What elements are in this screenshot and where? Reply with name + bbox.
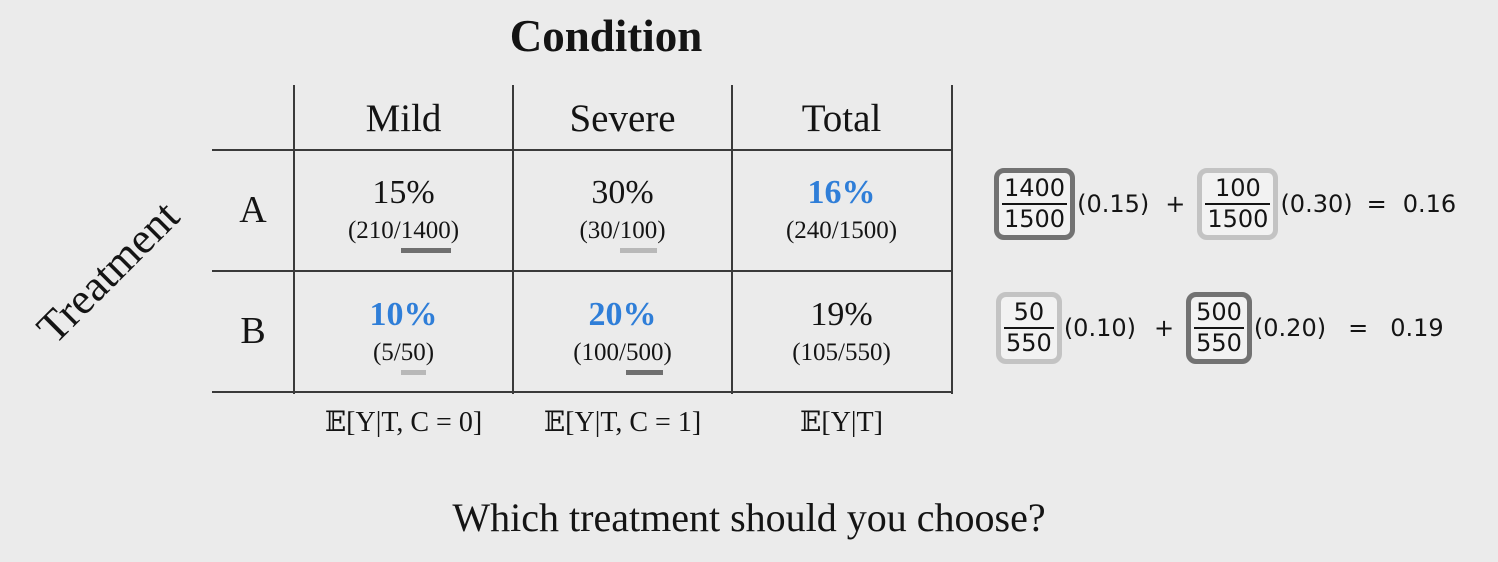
- cell-percent-highlight: 16%: [807, 174, 876, 211]
- cell-numerator: 5: [381, 339, 394, 366]
- cell-denominator: 50: [400, 339, 426, 375]
- equation-equals: =: [1348, 314, 1369, 342]
- fraction-denominator: 550: [1006, 329, 1052, 357]
- expectation-mild: 𝔼[Y|T, C = 0]: [324, 407, 483, 438]
- cell-a-mild: 15% (210/1400): [294, 174, 513, 253]
- fraction-denominator: 1500: [1207, 205, 1269, 233]
- equation-plus: +: [1165, 190, 1186, 218]
- equation-b: 50 550 (0.10) + 500 550 (0.20) = 0.19: [996, 292, 1444, 364]
- cell-percent-highlight: 10%: [369, 296, 438, 333]
- equation-result: 0.16: [1402, 190, 1457, 218]
- column-header-total: Total: [801, 97, 882, 140]
- cell-b-total: 19% (105/550): [732, 296, 951, 368]
- equation-multiplier: (0.20): [1253, 314, 1327, 342]
- fraction-denominator: 550: [1196, 329, 1242, 357]
- table-hline-2: [212, 270, 953, 272]
- cell-count: (30/100): [579, 217, 666, 253]
- cell-numerator: 100: [581, 339, 620, 366]
- cell-count: (240/1500): [785, 217, 898, 244]
- cell-count: (100/500): [573, 339, 672, 375]
- cell-percent: 15%: [372, 174, 435, 211]
- fraction-bar: [1205, 203, 1271, 205]
- table-vline-2: [512, 85, 514, 394]
- fraction-numerator: 100: [1214, 174, 1261, 202]
- cell-count: (210/1400): [347, 217, 460, 253]
- column-header-severe: Severe: [569, 97, 676, 140]
- cell-numerator: 210: [356, 217, 394, 244]
- fraction-bar: [1002, 203, 1068, 205]
- cell-percent: 19%: [810, 296, 873, 333]
- cell-count: (105/550): [792, 339, 891, 366]
- equation-multiplier: (0.10): [1063, 314, 1136, 342]
- cell-b-severe: 20% (100/500): [513, 296, 732, 375]
- table-vline-3: [731, 85, 733, 394]
- expectation-severe: 𝔼[Y|T, C = 1]: [543, 407, 702, 438]
- fraction-numerator: 1400: [1004, 174, 1066, 202]
- row-label-b: B: [240, 310, 266, 352]
- cell-b-mild: 10% (5/50): [294, 296, 513, 375]
- cell-a-total: 16% (240/1500): [732, 174, 951, 246]
- cell-count: (5/50): [372, 339, 435, 375]
- fraction-box-severe-a: 100 1500: [1197, 168, 1279, 240]
- table-vline-4: [951, 85, 953, 394]
- cell-percent: 30%: [591, 174, 654, 211]
- fraction-numerator: 50: [1013, 298, 1045, 326]
- table-hline-1: [212, 149, 953, 151]
- cell-denominator: 500: [625, 339, 664, 375]
- cell-numerator: 240: [794, 217, 832, 244]
- fraction-denominator: 1500: [1004, 205, 1066, 233]
- cell-numerator: 105: [800, 339, 839, 366]
- equation-result: 0.19: [1390, 314, 1444, 342]
- equation-equals: =: [1366, 190, 1387, 218]
- fraction-box-mild-a: 1400 1500: [994, 168, 1076, 240]
- fraction-box-mild-b: 50 550: [996, 292, 1062, 364]
- fraction-bar: [1004, 327, 1054, 329]
- cell-a-severe: 30% (30/100): [513, 174, 732, 253]
- cell-percent-highlight: 20%: [588, 296, 657, 333]
- row-title: Treatment: [27, 191, 189, 353]
- equation-multiplier: (0.30): [1280, 190, 1353, 218]
- equation-a: 1400 1500 (0.15) + 100 1500 (0.30) = 0.1…: [994, 168, 1456, 240]
- cell-denominator: 550: [844, 339, 883, 366]
- fraction-bar: [1194, 327, 1244, 329]
- equation-multiplier: (0.15): [1077, 190, 1150, 218]
- column-header-mild: Mild: [365, 97, 442, 140]
- table-hline-3: [212, 391, 953, 393]
- cell-denominator: 100: [619, 217, 658, 253]
- row-label-a: A: [239, 189, 267, 231]
- expectation-total: 𝔼[Y|T]: [800, 407, 883, 438]
- table-vline-1: [293, 85, 295, 394]
- fraction-box-severe-b: 500 550: [1186, 292, 1252, 364]
- column-title: Condition: [509, 11, 703, 61]
- cell-numerator: 30: [587, 217, 613, 244]
- question-text: Which treatment should you choose?: [452, 495, 1046, 540]
- fraction-numerator: 500: [1196, 298, 1242, 326]
- cell-denominator: 1400: [400, 217, 451, 253]
- cell-denominator: 1500: [838, 217, 889, 244]
- equation-plus: +: [1153, 314, 1175, 342]
